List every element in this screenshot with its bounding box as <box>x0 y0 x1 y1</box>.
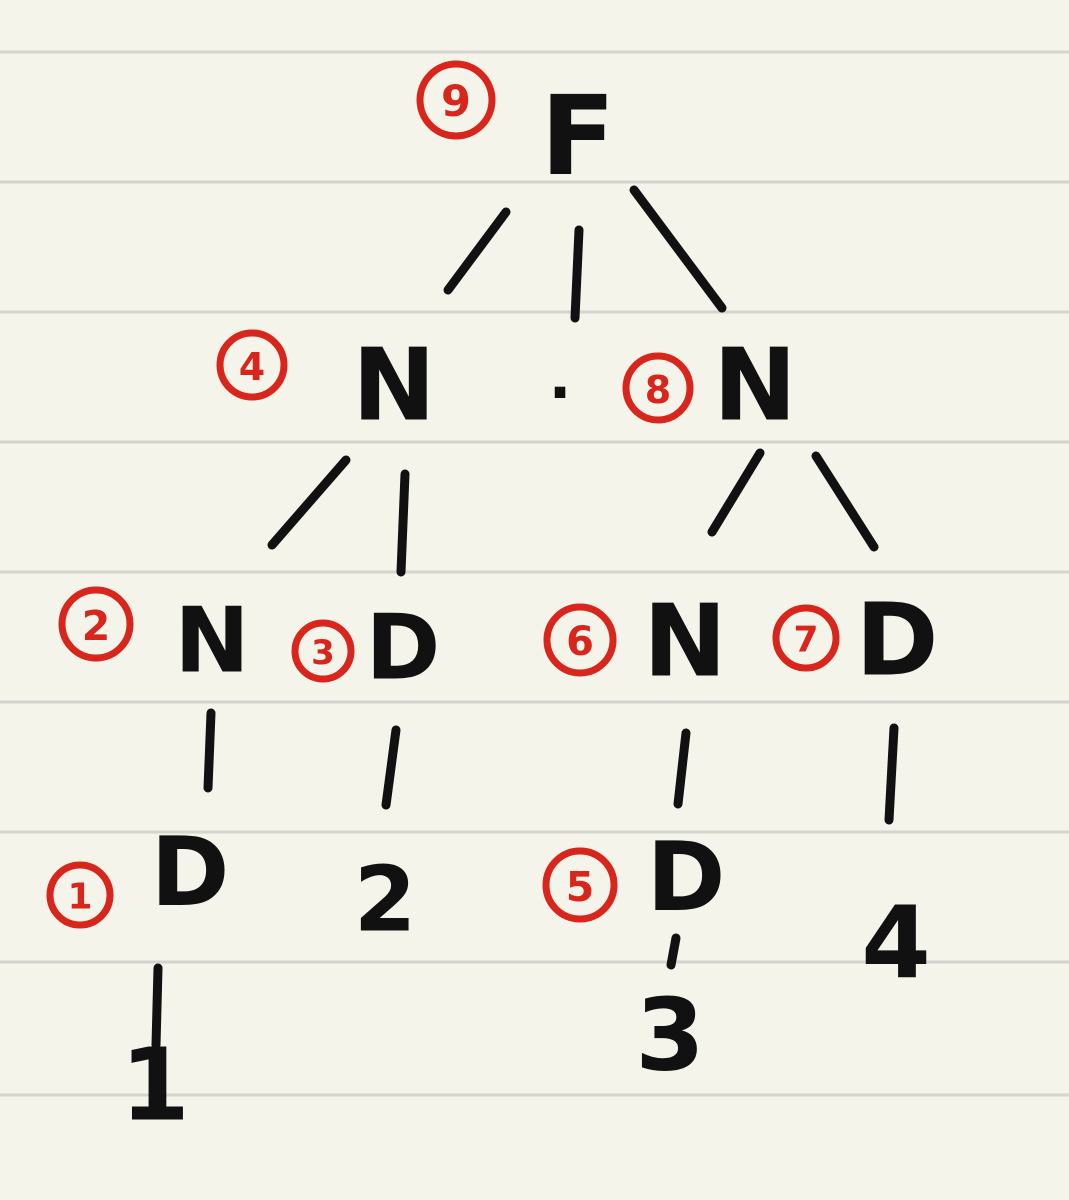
order-badge-d1: 3 <box>291 619 355 683</box>
edge-n2-n4 <box>707 448 765 537</box>
edge-n1-d1 <box>396 469 410 577</box>
edge-f-n1 <box>443 207 511 295</box>
node-dot: . <box>549 343 572 413</box>
order-number-n3: 2 <box>82 602 111 650</box>
order-badge-n1: 4 <box>216 329 288 401</box>
order-number-d1: 3 <box>311 633 335 673</box>
node-d2: D <box>855 582 938 699</box>
order-number-f: 9 <box>441 77 471 127</box>
node-n1: N <box>352 327 436 444</box>
order-number-n1: 4 <box>239 345 265 389</box>
node-v4: 4 <box>861 885 931 1002</box>
order-badge-f: 9 <box>416 60 496 140</box>
order-number-n2: 8 <box>645 368 671 412</box>
order-circle-d3 <box>46 861 114 929</box>
order-number-n4: 6 <box>566 619 594 665</box>
node-n3: N <box>174 589 249 694</box>
edge-n2-d2 <box>811 451 879 552</box>
edge-f-dot <box>570 225 584 323</box>
node-v3: 3 <box>635 977 705 1094</box>
order-circle-n3 <box>58 586 134 662</box>
node-d3: D <box>151 818 230 928</box>
order-circle-n4 <box>543 603 617 677</box>
node-n4: N <box>643 583 727 700</box>
order-number-d4: 5 <box>566 863 595 911</box>
node-v1: 1 <box>120 1027 190 1144</box>
order-circle-f <box>416 60 496 140</box>
order-circle-n1 <box>216 329 288 401</box>
edge-d1-v2 <box>381 725 401 810</box>
order-badge-n2: 8 <box>622 352 694 424</box>
edge-d4-v3 <box>666 933 681 970</box>
edge-n4-d4 <box>673 728 691 809</box>
node-f: F <box>540 72 615 200</box>
order-circle-d4 <box>542 847 618 923</box>
order-badge-d4: 5 <box>542 847 618 923</box>
node-d1: D <box>366 596 441 701</box>
order-badge-d2: 7 <box>772 604 840 672</box>
edge-d3-v1 <box>151 963 163 1050</box>
order-badge-n4: 6 <box>543 603 617 677</box>
node-v2: 2 <box>354 848 417 953</box>
edge-n1-n3 <box>267 455 351 550</box>
edge-n3-d3 <box>203 708 216 793</box>
order-badge-n3: 2 <box>58 586 134 662</box>
order-circle-d1 <box>291 619 355 683</box>
edge-d2-v4 <box>884 723 899 825</box>
order-number-d2: 7 <box>793 620 818 661</box>
edge-f-n2 <box>629 185 727 313</box>
order-circle-d2 <box>772 604 840 672</box>
node-n2: N <box>713 327 797 444</box>
node-d4: D <box>647 823 726 933</box>
order-number-d3: 1 <box>67 877 92 918</box>
order-badge-d3: 1 <box>46 861 114 929</box>
order-circle-n2 <box>622 352 694 424</box>
